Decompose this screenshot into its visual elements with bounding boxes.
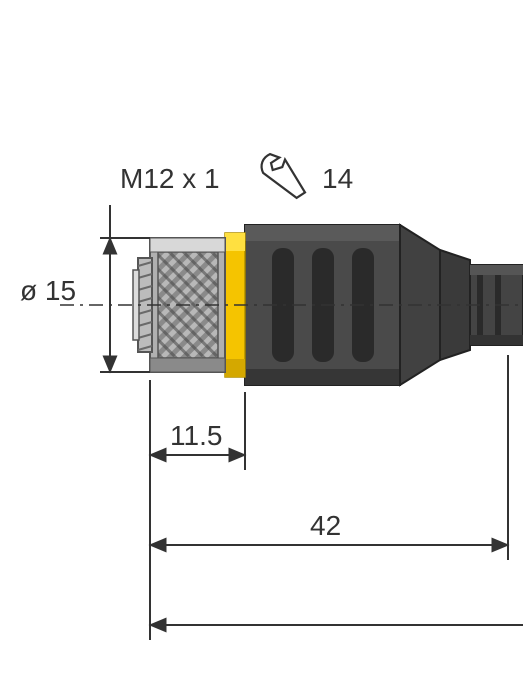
dim-11-5: 11.5	[150, 380, 245, 470]
thread-spec-text: M12 x 1	[120, 163, 220, 194]
wrench-icon	[255, 153, 313, 200]
diameter-text: ø 15	[20, 275, 76, 306]
dim-11-5-text: 11.5	[170, 420, 222, 451]
dim-42-text: 42	[310, 510, 341, 541]
thread-and-wrench-label: M12 x 1 14	[120, 153, 353, 200]
connector-technical-drawing: M12 x 1 14 ø 15 11.5 42	[0, 0, 523, 700]
dim-open-bottom	[150, 560, 523, 640]
wrench-size-text: 14	[322, 163, 353, 194]
